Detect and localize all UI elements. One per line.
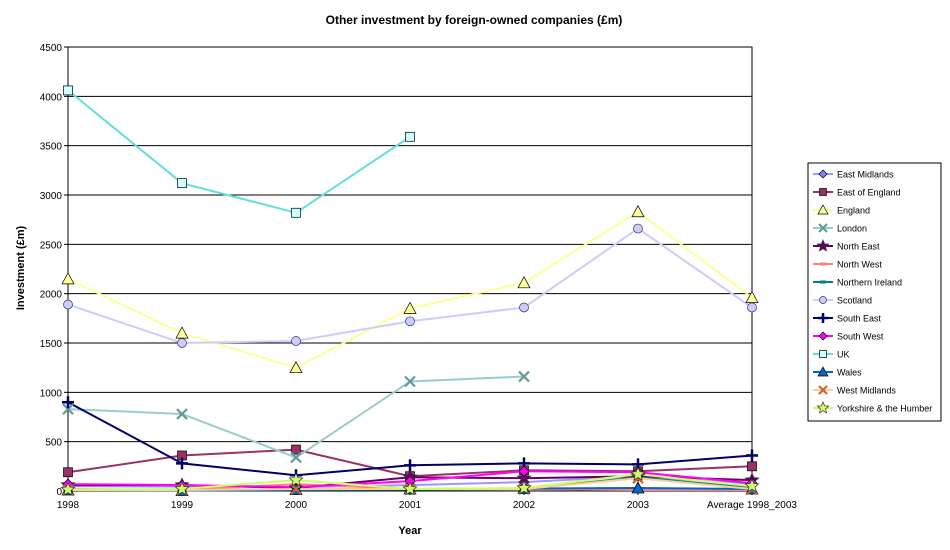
legend-box bbox=[807, 162, 942, 422]
x-tick-label: 2001 bbox=[399, 500, 422, 511]
data-point-marker bbox=[818, 385, 828, 395]
data-point-marker bbox=[818, 169, 828, 179]
y-tick-label: 3500 bbox=[40, 142, 63, 153]
data-point-marker bbox=[63, 299, 73, 310]
legend-entry-label: South West bbox=[837, 332, 884, 342]
data-point-marker bbox=[60, 481, 76, 496]
legend-entry-label: North West bbox=[837, 260, 882, 270]
y-axis-title: Investment (£m) bbox=[15, 225, 27, 310]
data-point-marker bbox=[820, 280, 826, 284]
y-tick-label: 2000 bbox=[40, 290, 63, 301]
legend-entry-label: West Midlands bbox=[837, 386, 896, 396]
data-point-marker bbox=[817, 204, 829, 215]
data-point-marker bbox=[176, 457, 188, 470]
data-point-marker bbox=[518, 465, 530, 477]
data-point-marker bbox=[405, 316, 415, 327]
data-point-marker bbox=[631, 481, 645, 494]
legend-entry-label: England bbox=[837, 206, 870, 216]
y-tick-label: 1000 bbox=[40, 388, 63, 399]
data-point-marker bbox=[290, 451, 302, 464]
data-point-marker bbox=[747, 302, 757, 313]
y-tick-label: 500 bbox=[45, 438, 62, 449]
data-point-marker bbox=[289, 360, 303, 374]
x-axis-title: Year bbox=[398, 525, 422, 537]
y-tick-label: 4500 bbox=[40, 43, 63, 54]
data-point-marker bbox=[816, 401, 830, 414]
data-point-marker bbox=[819, 350, 827, 358]
data-point-marker bbox=[747, 461, 757, 472]
plot-area bbox=[67, 46, 753, 492]
x-tick-label: 2002 bbox=[513, 500, 536, 511]
data-point-marker bbox=[746, 449, 758, 462]
x-tick-label: Average 1998_2003 bbox=[707, 500, 797, 511]
x-tick-label: 1999 bbox=[171, 500, 194, 511]
legend-entry-label: London bbox=[837, 224, 867, 234]
data-point-marker bbox=[819, 188, 827, 196]
legend-entry-label: UK bbox=[837, 350, 850, 360]
legend-entry-label: South East bbox=[837, 314, 882, 324]
data-point-marker bbox=[631, 205, 645, 218]
data-point-marker bbox=[63, 85, 73, 96]
data-point-marker bbox=[519, 302, 529, 313]
data-point-marker bbox=[291, 444, 301, 455]
data-point-marker bbox=[291, 207, 301, 218]
data-point-marker bbox=[817, 366, 829, 377]
series-line bbox=[67, 89, 411, 214]
y-tick-label: 1500 bbox=[40, 339, 63, 350]
data-point-marker bbox=[174, 481, 190, 496]
data-point-marker bbox=[745, 290, 759, 303]
data-point-marker bbox=[177, 338, 187, 348]
data-point-marker bbox=[630, 466, 646, 481]
gridlines bbox=[67, 46, 753, 492]
data-point-marker bbox=[61, 272, 75, 285]
data-point-marker bbox=[516, 480, 532, 495]
y-tick-label: 4000 bbox=[40, 92, 63, 103]
data-point-marker bbox=[818, 313, 828, 323]
data-point-marker bbox=[404, 459, 416, 472]
x-tick-label: 1998 bbox=[57, 500, 80, 511]
data-point-marker bbox=[633, 223, 643, 234]
data-point-marker bbox=[402, 481, 418, 496]
data-point-marker bbox=[176, 408, 188, 420]
legend-entry-label: East Midlands bbox=[837, 170, 894, 180]
data-point-marker bbox=[517, 276, 531, 289]
series-markers bbox=[60, 85, 760, 496]
data-point-marker bbox=[744, 478, 760, 493]
data-point-marker bbox=[175, 326, 189, 339]
data-point-marker bbox=[818, 331, 828, 341]
data-point-marker bbox=[819, 296, 827, 304]
x-tick-label: 2003 bbox=[627, 500, 650, 511]
data-point-marker bbox=[816, 239, 830, 252]
data-point-marker bbox=[288, 472, 304, 487]
data-point-marker bbox=[518, 370, 530, 383]
chart-title: Other investment by foreign-owned compan… bbox=[326, 13, 623, 27]
y-tick-label: 0 bbox=[56, 487, 62, 498]
data-point-marker bbox=[405, 131, 415, 142]
data-point-marker bbox=[177, 178, 187, 189]
legend-entry-label: Scotland bbox=[837, 296, 872, 306]
data-point-marker bbox=[403, 301, 417, 314]
data-point-marker bbox=[62, 403, 74, 415]
data-point-marker bbox=[62, 396, 74, 409]
data-point-marker bbox=[291, 336, 301, 346]
legend-entry-label: North East bbox=[837, 242, 880, 252]
data-point-marker bbox=[818, 223, 828, 233]
data-point-marker bbox=[404, 375, 416, 388]
y-tick-label: 3000 bbox=[40, 191, 63, 202]
data-point-marker bbox=[63, 467, 73, 478]
y-tick-label: 2500 bbox=[40, 240, 63, 251]
legend-entry-label: Wales bbox=[837, 368, 862, 378]
x-tick-label: 2000 bbox=[285, 500, 308, 511]
legend-entry-label: Northern Ireland bbox=[837, 278, 902, 288]
legend-entry-label: Yorkshire & the Humber bbox=[837, 404, 932, 414]
legend: East Midlands East of England England Londo… bbox=[807, 162, 942, 422]
legend-entry-label: East of England bbox=[837, 188, 901, 198]
data-point-marker bbox=[820, 262, 826, 266]
